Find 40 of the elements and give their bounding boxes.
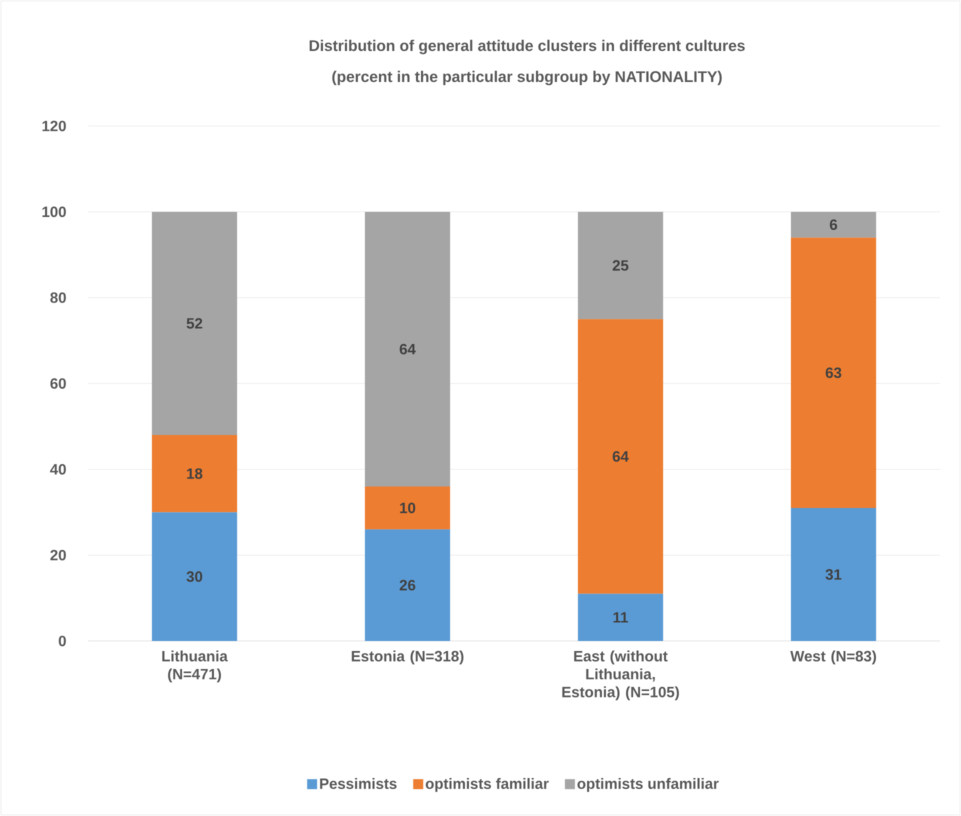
data-label: 18 (187, 468, 202, 479)
x-tick-label: Estonia (N=318) (352, 650, 464, 664)
bar (152, 434, 238, 512)
bar (364, 529, 450, 641)
bar (578, 319, 664, 594)
bar (152, 512, 238, 641)
data-label: 11 (614, 612, 628, 623)
x-tick-label: East (without Lithuania, Estonia) (N=105) (562, 650, 679, 700)
data-label: 10 (400, 502, 416, 514)
bar (152, 212, 238, 435)
data-label: 25 (612, 260, 628, 271)
y-tick-label: 100 (42, 206, 66, 218)
bar (578, 594, 664, 641)
data-label: 26 (400, 580, 416, 590)
y-tick-label: 120 (42, 120, 66, 132)
data-label: 52 (186, 318, 202, 329)
x-tick-label: West (N=83) (790, 650, 876, 664)
y-tick-label: 80 (50, 292, 66, 303)
legend-label: optimists familiar (426, 778, 549, 792)
legend-label: optimists unfamiliar (577, 778, 719, 792)
bar (364, 486, 450, 530)
x-tick-label: Lithuania (N=471) (162, 650, 228, 682)
y-tick-label: 40 (50, 464, 66, 475)
bar (578, 212, 664, 320)
data-label: 64 (400, 344, 416, 354)
y-tick-label: 0 (58, 636, 66, 646)
data-label: 30 (186, 571, 202, 582)
bar (364, 212, 450, 486)
y-tick-label: 60 (50, 378, 66, 389)
data-label: 63 (826, 367, 842, 378)
legend-label: Pessimists (320, 778, 397, 789)
data-label: 6 (830, 219, 838, 230)
bar (790, 238, 876, 508)
chart-subtitle: (percent in the particular subgroup by NATIONALITY) (332, 70, 722, 86)
bar (790, 212, 876, 238)
data-label: 31 (826, 569, 842, 580)
y-tick-label: 20 (50, 550, 66, 560)
chart-title: Distribution of general attitude clusters in different cultures (310, 40, 745, 54)
bar (790, 508, 876, 641)
data-label: 64 (612, 451, 629, 462)
